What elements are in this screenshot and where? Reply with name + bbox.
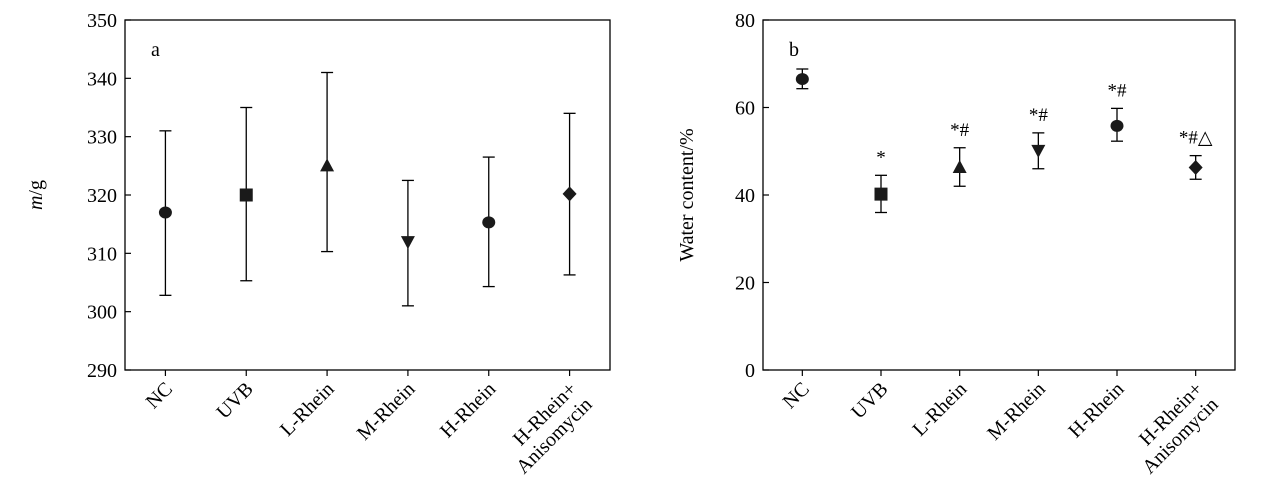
significance-label: *	[876, 147, 886, 168]
panel-label: a	[151, 39, 160, 61]
data-point-2	[952, 159, 967, 173]
x-tick-label: M-Rhein	[353, 378, 420, 445]
x-tick-label-line: H-Rhein	[436, 378, 500, 442]
data-point-3	[1031, 144, 1046, 158]
significance-label: *#△	[1179, 128, 1213, 149]
x-tick-label: L-Rhein	[909, 378, 972, 441]
y-tick-label: 290	[87, 360, 117, 382]
data-point-5	[1188, 159, 1203, 175]
x-tick-label-line: M-Rhein	[353, 378, 420, 445]
y-tick-label: 320	[87, 185, 117, 207]
x-tick-label: NC	[779, 378, 814, 413]
x-tick-label: UVB	[847, 378, 892, 423]
axes-frame	[124, 19, 611, 371]
x-tick-label-line: UVB	[212, 378, 257, 423]
x-tick-label-line: H-Rhein	[1064, 378, 1128, 442]
x-tick-label: H-Rhein+Anisomycin	[496, 378, 596, 478]
chart-panel-b: 0 20 40 60 80 NC UVB L-Rhein M-Rhein H-Rhein H-Rhe…	[676, 10, 1236, 478]
y-tick-label: 330	[87, 127, 117, 149]
data-point-1	[874, 187, 888, 201]
x-tick-label: NC	[142, 378, 177, 413]
y-tick-label: 310	[87, 243, 117, 265]
y-axis-title: m/g	[25, 180, 47, 210]
data-point-2	[320, 158, 335, 172]
y-tick-label: 300	[87, 302, 117, 324]
y-axis-title-unit: /g	[25, 180, 47, 196]
x-tick-label: M-Rhein	[983, 378, 1050, 445]
data-point-1	[239, 188, 253, 202]
data-point-0	[795, 73, 809, 86]
x-tick-label: L-Rhein	[276, 378, 339, 441]
significance-label: *#	[1108, 80, 1128, 101]
y-tick-label: 20	[735, 273, 755, 295]
y-tick-label: 0	[745, 360, 755, 382]
x-tick-label: UVB	[212, 378, 257, 423]
x-tick-label-line: L-Rhein	[909, 378, 972, 441]
significance-label: *#	[950, 120, 970, 141]
y-tick-label: 40	[735, 185, 755, 207]
x-tick-label: H-Rhein	[1064, 378, 1128, 442]
x-tick-label-line: L-Rhein	[276, 378, 339, 441]
x-tick-label-line: NC	[779, 378, 814, 413]
data-point-3	[400, 236, 415, 250]
y-axis-title-italic: m	[25, 196, 47, 210]
y-tick-label: 340	[87, 68, 117, 90]
chart-panel-a: 290 300 310 320 330 340 350 NC UVB L-Rhein M-Rhein…	[25, 10, 611, 478]
data-point-4	[482, 216, 496, 229]
panel-label: b	[789, 39, 799, 61]
x-tick-label: H-Rhein	[436, 378, 500, 442]
y-tick-label: 60	[735, 98, 755, 120]
data-point-4	[1110, 119, 1124, 132]
x-tick-label-line: UVB	[847, 378, 892, 423]
y-axis-title: Water content/%	[676, 128, 698, 261]
y-tick-label: 350	[87, 10, 117, 32]
significance-label: *#	[1029, 105, 1049, 126]
x-tick-label: H-Rhein+Anisomycin	[1123, 378, 1223, 478]
data-point-0	[158, 206, 172, 219]
data-point-5	[562, 186, 577, 202]
axes-frame	[762, 19, 1236, 371]
x-tick-label-line: NC	[142, 378, 177, 413]
y-tick-label: 80	[735, 10, 755, 32]
x-tick-label-line: M-Rhein	[983, 378, 1050, 445]
